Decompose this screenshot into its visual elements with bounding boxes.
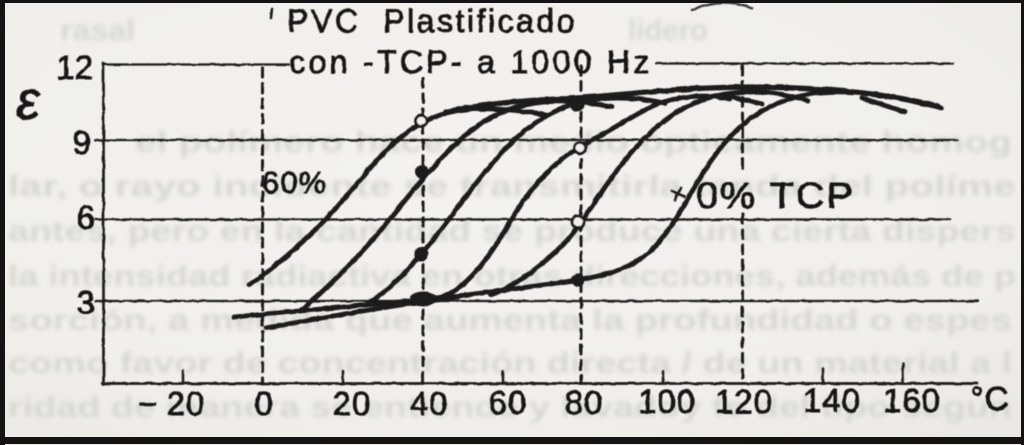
svg-text:80: 80 (565, 384, 604, 421)
svg-text:sorción, a medida que aumenta: sorción, a medida que aumenta la profund… (8, 304, 1012, 337)
svg-text:lar, o rayo incidente se trans: lar, o rayo incidente se transmitirla ta… (8, 170, 1016, 203)
svg-text:40: 40 (410, 385, 449, 422)
svg-text:20: 20 (333, 385, 372, 422)
svg-text:rasal: rasal (60, 14, 135, 47)
svg-text:°C: °C (970, 380, 1009, 417)
svg-text:140: 140 (803, 382, 861, 419)
svg-text:− 20: − 20 (139, 385, 206, 422)
svg-text:100: 100 (638, 383, 696, 420)
svg-text:60: 60 (489, 384, 528, 421)
svg-text:lidero: lidero (628, 14, 708, 47)
svg-text:6: 6 (77, 199, 95, 236)
svg-text:160: 160 (883, 382, 941, 419)
svg-text:12: 12 (56, 49, 93, 86)
svg-text:60%: 60% (262, 165, 327, 200)
svg-text:como favor de concentración di: como favor de concentración directa / de… (8, 347, 1012, 380)
svg-text:3: 3 (77, 284, 95, 321)
svg-text:con -TCP- a 1000 Hz: con -TCP- a 1000 Hz (289, 44, 652, 80)
svg-text:9: 9 (73, 124, 91, 161)
svg-text:0: 0 (254, 385, 273, 422)
svg-text:0% TCP: 0% TCP (696, 175, 855, 216)
svg-text:ridad de manera se entiende y: ridad de manera se entiende y lavadoy te… (8, 391, 1012, 424)
svg-text:PVC Plastificado: PVC Plastificado (287, 3, 577, 39)
svg-text:el polímero hace un medio ópti: el polímero hace un medio ópticamente ho… (135, 126, 1012, 159)
svg-text:ε: ε (16, 71, 41, 131)
svg-text:120: 120 (715, 383, 773, 420)
